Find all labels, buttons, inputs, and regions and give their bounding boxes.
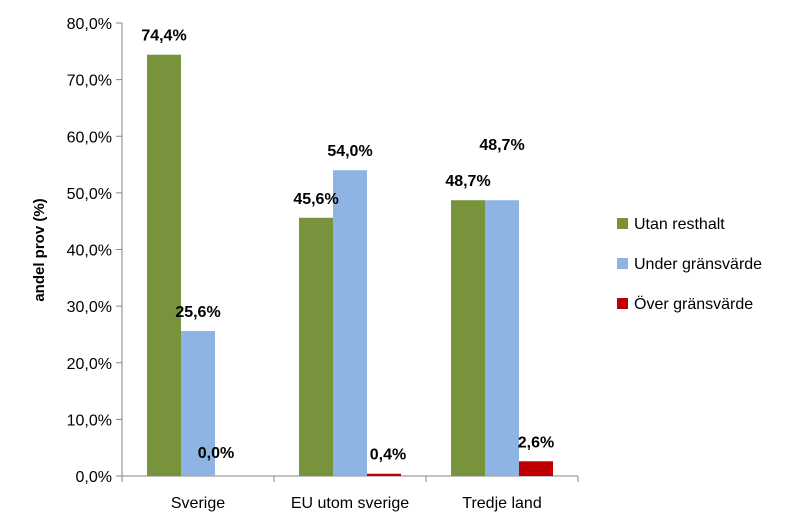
y-tick-label: 70,0% [67,73,112,90]
data-label: 45,6% [293,191,338,208]
bar [519,461,553,476]
bar [299,217,333,477]
legend-swatch [617,298,628,309]
data-labels: 74,4% 45,6% 48,7% 25,6% 54,0% 48,7% 0,0% 0,4% 2,… [141,28,554,464]
bar [333,170,367,476]
bar [485,200,519,476]
bar [451,200,485,476]
legend-label: Under gränsvärde [634,256,762,273]
data-label: 54,0% [327,143,372,160]
data-label: 74,4% [141,28,186,45]
y-axis-label: andel prov (%) [31,198,48,301]
y-tick-label: 60,0% [67,129,112,146]
y-tick-label: 50,0% [67,186,112,203]
y-tick-label: 20,0% [67,356,112,373]
chart-bars [147,54,553,477]
data-label: 0,4% [370,447,406,464]
data-label: 48,7% [479,137,524,154]
y-tick-label: 40,0% [67,243,112,260]
legend: Utan resthalt Under gränsvärde Över gränsv… [617,216,762,313]
bar [367,473,401,476]
legend-label: Över gränsvärde [634,295,753,313]
chart-axes: 0,0% 10,0% 20,0% 30,0% 40,0% 50,0% 60,0% 70,0% 8… [67,16,579,512]
y-tick-label: 30,0% [67,299,112,316]
bar [147,54,181,477]
y-tick-label: 0,0% [76,469,112,486]
x-tick-label: EU utom sverige [291,495,409,512]
x-tick-label: Tredje land [462,495,541,512]
data-label: 0,0% [198,445,234,462]
x-tick-label: Sverige [171,495,225,512]
data-label: 48,7% [445,173,490,190]
data-label: 2,6% [518,434,554,451]
legend-swatch [617,258,628,269]
bar [181,331,215,476]
y-tick-label: 80,0% [67,16,112,33]
legend-label: Utan resthalt [634,216,725,233]
y-tick-label: 10,0% [67,412,112,429]
legend-swatch [617,218,628,229]
data-label: 25,6% [175,304,220,321]
